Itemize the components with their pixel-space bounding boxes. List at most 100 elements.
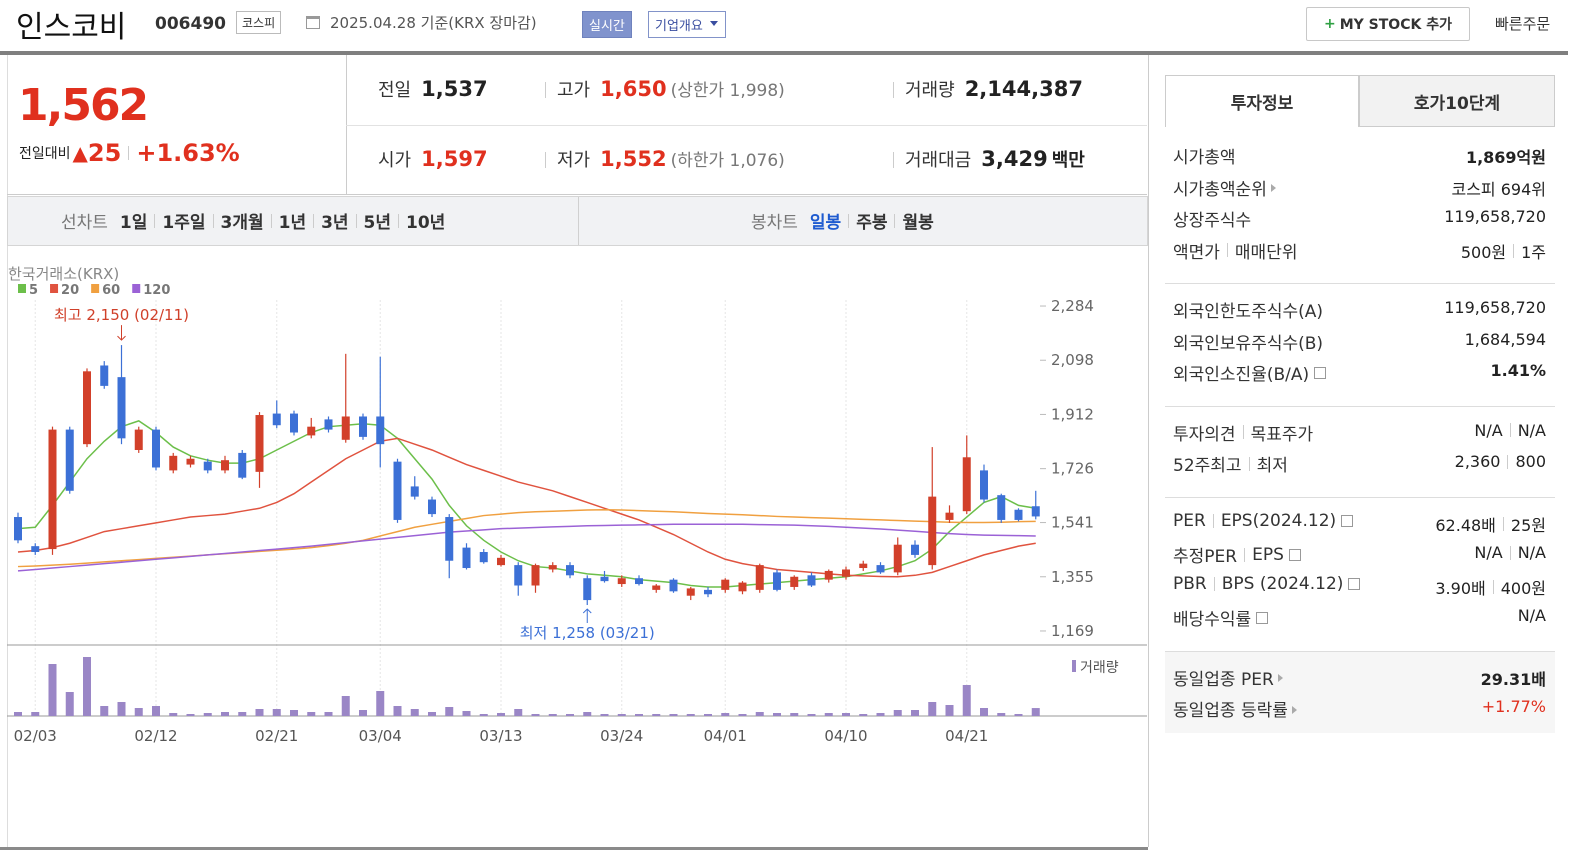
info-value: 119,658,720 xyxy=(1444,207,1546,226)
volume-bar xyxy=(600,714,609,716)
candle-body xyxy=(48,429,57,550)
period-option[interactable]: 주봉 xyxy=(856,213,888,233)
y-tick-label: 2,098 xyxy=(1051,351,1094,369)
link-icon xyxy=(1270,184,1280,192)
info-value: 119,658,720 xyxy=(1444,298,1546,317)
candle-body xyxy=(997,495,1006,520)
label-part: 매매단위 xyxy=(1234,242,1298,263)
label-part: 외국인보유주식수(B) xyxy=(1173,333,1324,354)
info-group xyxy=(1165,283,1555,397)
volume-bar xyxy=(1031,708,1040,716)
rule xyxy=(7,194,1147,195)
divider xyxy=(355,213,357,228)
volume-bar xyxy=(790,713,799,716)
help-icon[interactable] xyxy=(1348,577,1361,590)
divider xyxy=(212,213,214,228)
info-value: N/A N/A xyxy=(1474,543,1546,562)
y-tick-label: 1,169 xyxy=(1051,622,1094,640)
period-option[interactable]: 10년 xyxy=(406,213,446,233)
volume-bar xyxy=(566,714,574,716)
help-icon[interactable] xyxy=(1288,548,1301,561)
divider xyxy=(894,213,896,228)
period-label: 봉차트 xyxy=(751,213,798,233)
info-label: PBR BPS (2024.12) xyxy=(1173,574,1361,594)
volume-bar xyxy=(324,712,333,716)
value-part: 500원 xyxy=(1460,242,1507,262)
volume-bar xyxy=(859,714,868,716)
legend-label: 20 xyxy=(61,283,79,298)
value-part: 119,658,720 xyxy=(1444,207,1546,226)
x-tick-label: 04/21 xyxy=(945,727,988,745)
divider xyxy=(848,213,850,228)
label-part: 52주최고 xyxy=(1173,456,1242,476)
candle-body xyxy=(14,517,22,541)
period-option[interactable]: 1주일 xyxy=(162,213,206,233)
volume-bar xyxy=(238,712,247,716)
period-option[interactable]: 일봉 xyxy=(809,213,842,233)
info-label: 외국인보유주식수(B) xyxy=(1173,329,1323,354)
candle-body xyxy=(324,419,333,430)
volume-bar xyxy=(117,702,126,716)
header-rule xyxy=(0,51,1568,55)
candle-body xyxy=(962,457,971,512)
quote-label: 전일 xyxy=(378,80,412,101)
current-price: 1,562 xyxy=(18,80,149,131)
rule xyxy=(578,197,579,245)
volume-bar xyxy=(221,712,229,716)
period-option[interactable]: 1일 xyxy=(119,213,148,233)
quote-value: 1,650 xyxy=(600,77,667,101)
value-part: 1,869억원 xyxy=(1465,148,1546,167)
volume-bar xyxy=(100,706,109,716)
volume-bar xyxy=(14,712,22,716)
legend-label: 60 xyxy=(102,283,120,298)
divider xyxy=(1502,516,1504,531)
help-icon[interactable] xyxy=(1314,366,1327,379)
label-part: 액면가 xyxy=(1173,242,1220,263)
volume-bar xyxy=(462,711,471,716)
quick-order[interactable]: 빠른주문 xyxy=(1495,15,1551,33)
divider xyxy=(893,152,894,168)
period-option[interactable]: 월봉 xyxy=(902,213,934,233)
divider xyxy=(398,213,400,228)
value-part: 25원 xyxy=(1510,515,1546,535)
candle-body xyxy=(238,452,247,478)
tab[interactable]: 투자정보 xyxy=(1165,75,1359,127)
value-part: 119,658,720 xyxy=(1444,298,1546,317)
candle-body xyxy=(1014,509,1023,520)
legend-swatch xyxy=(91,284,100,293)
candle-body xyxy=(980,470,988,500)
info-value: 29.31배 xyxy=(1481,666,1546,690)
label-part: EPS(2024.12) xyxy=(1220,510,1337,531)
volume-bar xyxy=(428,712,436,716)
tab[interactable]: 호가10단계 xyxy=(1359,75,1555,127)
info-label: 시가총액 xyxy=(1173,143,1236,168)
help-icon[interactable] xyxy=(1256,611,1269,624)
period-option[interactable]: 1년 xyxy=(278,213,307,233)
value-part: 2,360 xyxy=(1454,452,1501,471)
rule xyxy=(346,125,1147,126)
volume-bar xyxy=(635,714,643,716)
candle-body xyxy=(31,546,40,552)
realtime-button[interactable]: 실시간 xyxy=(582,11,632,38)
period-option[interactable]: 3개월 xyxy=(220,213,264,233)
info-label: 외국인한도주식수(A) xyxy=(1173,297,1323,322)
change-label: 전일대비 xyxy=(19,146,71,162)
volume-bar xyxy=(83,657,91,716)
candle-body xyxy=(531,565,540,586)
value-part: 1주 xyxy=(1521,242,1546,262)
period-option[interactable]: 3년 xyxy=(321,213,349,233)
divider xyxy=(1513,243,1515,258)
mystock-button[interactable]: + MY STOCK 추가 xyxy=(1306,7,1470,41)
volume-bar xyxy=(410,709,419,716)
period-option[interactable]: 5년 xyxy=(363,213,392,233)
help-icon[interactable] xyxy=(1341,514,1354,527)
company-info-button[interactable]: 기업개요 xyxy=(648,11,726,38)
volume-bar xyxy=(1014,714,1023,716)
label-part: 상장주식수 xyxy=(1173,211,1252,231)
low-annotation: 최저 1,258 (03/21) xyxy=(520,624,655,642)
value-part: 29.31배 xyxy=(1480,669,1546,689)
quote-item: 저가 1,552 (하한가 1,076) xyxy=(557,146,785,172)
source-label: 한국거래소(KRX) xyxy=(8,265,119,283)
divider xyxy=(270,213,272,228)
info-label: 52주최고 최저 xyxy=(1173,451,1288,476)
